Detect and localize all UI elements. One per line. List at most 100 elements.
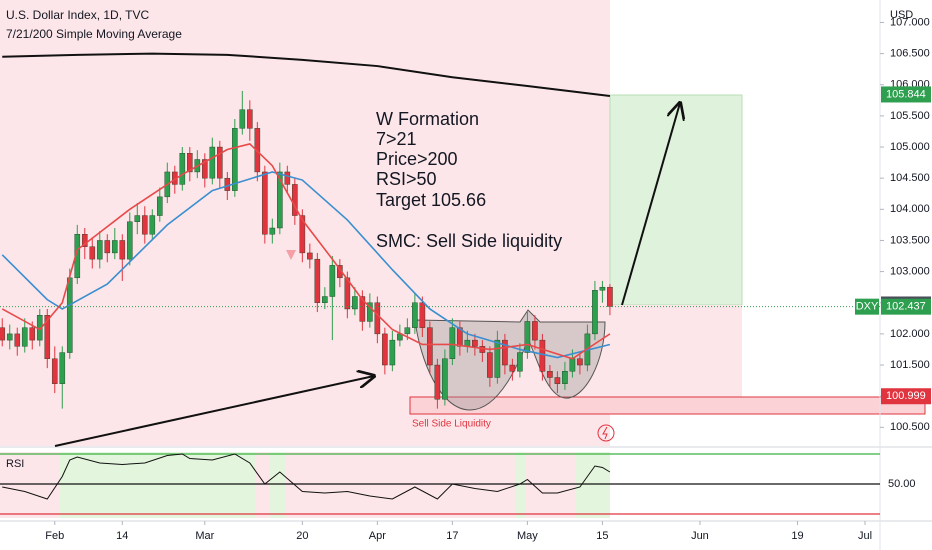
- candle-body: [141, 215, 148, 235]
- annotation: W Formation: [376, 109, 479, 129]
- y-tick-label: 101.500: [890, 359, 930, 371]
- candle-body: [562, 371, 568, 384]
- y-tick-label: 106.500: [890, 48, 930, 60]
- candle-body: [269, 227, 276, 235]
- candle-body: [577, 358, 583, 366]
- price-badge-label: 102.437: [886, 301, 926, 313]
- candle-body: [0, 327, 6, 341]
- candle-body: [547, 371, 553, 378]
- smc-marker: [286, 250, 296, 260]
- candle-body: [14, 333, 21, 347]
- candle-body: [592, 290, 598, 335]
- price-badge-label: 105.844: [886, 88, 926, 100]
- candle-body: [314, 258, 321, 303]
- rsi-line: [2, 453, 611, 500]
- candle-body: [209, 146, 216, 179]
- annotation: 7>21: [376, 129, 417, 149]
- candle-body: [322, 296, 328, 303]
- candle-body: [149, 215, 156, 235]
- price-badge-label: 100.999: [886, 390, 926, 402]
- candle-body: [134, 215, 141, 222]
- liquidity-zone: [409, 396, 926, 415]
- stop-box: [610, 305, 742, 397]
- target-box: [609, 94, 743, 306]
- chart-title: U.S. Dollar Index, 1D, TVC: [6, 8, 149, 22]
- candle-body: [156, 196, 163, 216]
- candle-body: [66, 277, 73, 353]
- y-tick-label: 100.500: [890, 421, 930, 433]
- candle-body: [126, 221, 133, 260]
- candle-body: [457, 327, 463, 347]
- candle-body: [59, 352, 66, 384]
- x-tick-label: 14: [116, 530, 128, 542]
- event-icon: [597, 424, 615, 442]
- annotation: SMC: Sell Side liquidity: [376, 231, 562, 251]
- currency: USD: [890, 9, 913, 21]
- candle-body: [607, 286, 613, 307]
- rsi-tick-label: 50.00: [888, 478, 916, 490]
- zone-label: Sell Side Liquidity: [412, 419, 491, 430]
- candle-body: [359, 296, 366, 322]
- candle-body: [434, 364, 441, 400]
- candle-body: [539, 339, 546, 372]
- candle-body: [344, 277, 351, 310]
- candle-body: [6, 333, 13, 341]
- moving-average: [1, 143, 611, 360]
- candle-body: [277, 171, 283, 229]
- candle-body: [532, 321, 538, 341]
- candle-body: [569, 358, 576, 372]
- y-tick-label: 103.000: [890, 266, 930, 278]
- candle-body: [494, 339, 501, 378]
- candle-body: [51, 358, 58, 384]
- annotation: Target 105.66: [376, 190, 486, 210]
- candle-body: [292, 184, 298, 216]
- chart-subtitle: 7/21/200 Simple Moving Average: [6, 27, 182, 41]
- candle-body: [524, 321, 531, 353]
- x-tick-label: 20: [296, 530, 308, 542]
- y-tick-label: 105.500: [890, 110, 930, 122]
- candle-body: [232, 128, 238, 191]
- moving-average: [2, 52, 611, 97]
- candle-body: [29, 327, 36, 341]
- moving-average: [1, 171, 611, 359]
- x-tick-label: 15: [596, 530, 608, 542]
- candle-body: [81, 234, 88, 247]
- candle-body: [442, 358, 448, 400]
- event-icon-bolt: [602, 426, 608, 440]
- price-badge: [881, 86, 931, 103]
- y-tick-label: 105.000: [890, 141, 930, 153]
- candle-body: [419, 302, 426, 328]
- symbol-label: DXY: [856, 301, 879, 313]
- candle-body: [224, 177, 231, 191]
- candle-body: [104, 240, 111, 254]
- candle-body: [179, 153, 186, 185]
- rsi-background: [0, 452, 610, 518]
- price-badge: [881, 298, 931, 315]
- candle-body: [502, 339, 508, 366]
- candle-body: [374, 302, 381, 335]
- x-tick-label: Jul: [858, 530, 872, 542]
- candle-body: [367, 302, 373, 322]
- candle-body: [352, 296, 358, 310]
- candle-body: [262, 171, 268, 235]
- x-tick-label: Apr: [369, 530, 386, 542]
- candle-body: [449, 327, 456, 359]
- candle-body: [74, 234, 81, 279]
- candle-body: [284, 171, 291, 185]
- candle-body: [299, 215, 306, 254]
- candle-body: [517, 352, 523, 372]
- x-tick-label: 17: [446, 530, 458, 542]
- candle-body: [389, 339, 396, 366]
- x-tick-label: Jun: [691, 530, 709, 542]
- candle-body: [464, 339, 471, 347]
- candle-body: [111, 240, 118, 254]
- y-tick-label: 104.000: [890, 203, 930, 215]
- candle-body: [412, 302, 418, 328]
- x-tick-label: May: [517, 530, 538, 542]
- candle-body: [509, 364, 516, 372]
- candle-body: [554, 377, 561, 384]
- candle-body: [382, 333, 388, 366]
- candle-body: [472, 339, 478, 347]
- price-badge: [881, 388, 931, 405]
